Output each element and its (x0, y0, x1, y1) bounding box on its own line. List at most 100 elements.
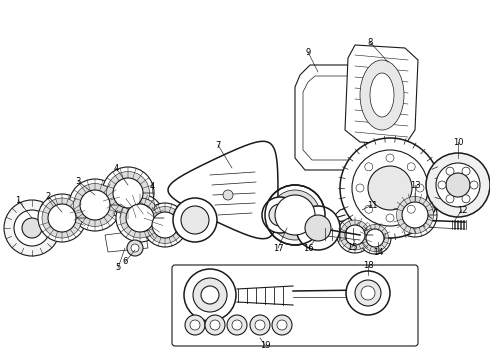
Ellipse shape (393, 193, 437, 237)
Ellipse shape (360, 60, 404, 130)
Ellipse shape (426, 153, 490, 217)
Text: 15: 15 (347, 243, 357, 252)
Ellipse shape (181, 206, 209, 234)
Ellipse shape (80, 190, 110, 220)
Ellipse shape (365, 163, 373, 171)
Ellipse shape (352, 150, 428, 226)
Text: 16: 16 (303, 243, 313, 252)
Ellipse shape (74, 184, 117, 226)
Ellipse shape (131, 244, 139, 252)
Ellipse shape (407, 163, 415, 171)
Text: 4: 4 (113, 163, 119, 172)
Ellipse shape (386, 154, 394, 162)
Ellipse shape (193, 278, 227, 312)
Ellipse shape (116, 194, 164, 242)
Ellipse shape (223, 190, 233, 200)
Ellipse shape (4, 200, 60, 256)
Ellipse shape (147, 207, 183, 243)
Ellipse shape (436, 163, 480, 207)
Ellipse shape (173, 198, 217, 242)
Ellipse shape (269, 204, 291, 226)
Ellipse shape (370, 73, 394, 117)
Ellipse shape (272, 315, 292, 335)
Text: 18: 18 (363, 261, 373, 270)
Text: 4: 4 (149, 181, 155, 190)
Ellipse shape (407, 205, 415, 213)
Ellipse shape (113, 178, 143, 208)
Ellipse shape (205, 315, 225, 335)
Ellipse shape (446, 167, 454, 175)
Text: 6: 6 (122, 257, 128, 266)
Text: 7: 7 (215, 140, 221, 149)
Text: 10: 10 (453, 138, 463, 147)
Text: 9: 9 (305, 48, 311, 57)
Ellipse shape (396, 197, 434, 234)
Ellipse shape (48, 204, 76, 232)
Text: 19: 19 (260, 341, 270, 350)
Ellipse shape (14, 210, 50, 246)
Ellipse shape (346, 271, 390, 315)
Polygon shape (345, 45, 418, 145)
Ellipse shape (438, 181, 446, 189)
Ellipse shape (296, 206, 340, 250)
Ellipse shape (355, 280, 381, 306)
Ellipse shape (38, 194, 86, 242)
Ellipse shape (277, 197, 313, 233)
Ellipse shape (262, 197, 298, 233)
Ellipse shape (356, 184, 364, 192)
Text: 3: 3 (75, 176, 81, 185)
Ellipse shape (446, 195, 454, 203)
Ellipse shape (470, 181, 478, 189)
Ellipse shape (416, 184, 424, 192)
Ellipse shape (368, 166, 412, 210)
Ellipse shape (386, 214, 394, 222)
Ellipse shape (275, 195, 315, 235)
Ellipse shape (365, 205, 373, 213)
Text: 12: 12 (457, 206, 467, 215)
Ellipse shape (270, 190, 320, 240)
Ellipse shape (126, 204, 154, 232)
Ellipse shape (227, 315, 247, 335)
Ellipse shape (340, 220, 370, 250)
Ellipse shape (69, 179, 121, 231)
Ellipse shape (201, 286, 219, 304)
Ellipse shape (361, 286, 375, 300)
Ellipse shape (152, 212, 178, 238)
Polygon shape (335, 207, 368, 223)
Ellipse shape (102, 167, 154, 219)
Ellipse shape (345, 225, 365, 245)
Ellipse shape (462, 195, 470, 203)
Text: 11: 11 (367, 201, 377, 210)
Ellipse shape (359, 222, 391, 254)
Ellipse shape (120, 198, 160, 238)
Ellipse shape (42, 198, 82, 238)
Ellipse shape (265, 185, 325, 245)
Text: 8: 8 (368, 37, 373, 46)
Ellipse shape (366, 229, 384, 247)
Ellipse shape (446, 173, 470, 197)
Text: 2: 2 (46, 192, 50, 201)
Ellipse shape (362, 225, 389, 252)
Ellipse shape (185, 315, 205, 335)
Ellipse shape (255, 320, 265, 330)
Ellipse shape (210, 320, 220, 330)
Ellipse shape (337, 217, 373, 253)
Ellipse shape (22, 218, 42, 238)
Text: 14: 14 (373, 248, 383, 257)
Ellipse shape (106, 171, 149, 215)
Ellipse shape (143, 203, 187, 247)
Ellipse shape (340, 138, 440, 238)
Text: 17: 17 (273, 243, 283, 252)
Ellipse shape (277, 320, 287, 330)
Ellipse shape (305, 215, 331, 241)
Text: 5: 5 (115, 264, 121, 273)
Text: 1: 1 (15, 195, 21, 204)
Ellipse shape (462, 167, 470, 175)
Ellipse shape (190, 320, 200, 330)
Text: 13: 13 (410, 180, 420, 189)
Ellipse shape (250, 315, 270, 335)
Ellipse shape (127, 240, 143, 256)
Ellipse shape (184, 269, 236, 321)
Ellipse shape (402, 202, 428, 228)
Ellipse shape (232, 320, 242, 330)
